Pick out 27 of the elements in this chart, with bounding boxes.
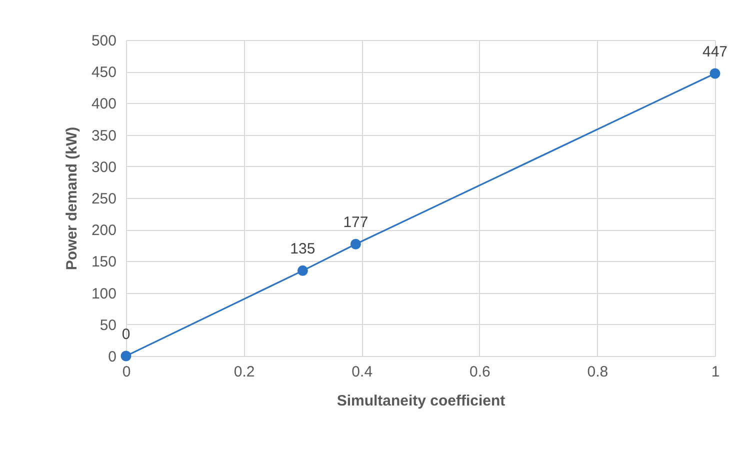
point	[710, 68, 720, 79]
x-tick-label: 0.2	[234, 364, 255, 380]
x-axis-title: Simultaneity coefficient	[336, 392, 506, 410]
y-tick-label: 150	[91, 254, 116, 271]
x-tick-label: 1	[711, 364, 720, 380]
y-tick-label: 400	[91, 96, 116, 113]
point	[350, 238, 361, 250]
data-label: 135	[290, 240, 316, 258]
data-label: 0	[122, 326, 130, 343]
y-tick-label: 300	[91, 158, 116, 176]
y-tick-label: 0	[108, 348, 116, 366]
x-tick-label: 0.4	[352, 364, 373, 380]
x-tick-label: 0	[122, 364, 131, 380]
data-label: 447	[702, 43, 728, 60]
point	[120, 350, 132, 362]
x-tick-label: 0.8	[587, 364, 608, 380]
y-tick-label: 250	[91, 190, 116, 208]
y-tick-label: 50	[100, 316, 116, 334]
point	[297, 265, 308, 276]
x-tick-label: 0.6	[469, 364, 490, 380]
y-tick-label: 350	[91, 127, 116, 144]
data-label: 177	[343, 214, 368, 232]
y-tick-label: 100	[91, 285, 116, 302]
y-tick-label: 200	[91, 222, 116, 240]
y-tick-label: 450	[91, 64, 116, 82]
y-tick-label: 500	[91, 32, 116, 50]
y-axis-title: Power demand (kW)	[63, 126, 80, 270]
